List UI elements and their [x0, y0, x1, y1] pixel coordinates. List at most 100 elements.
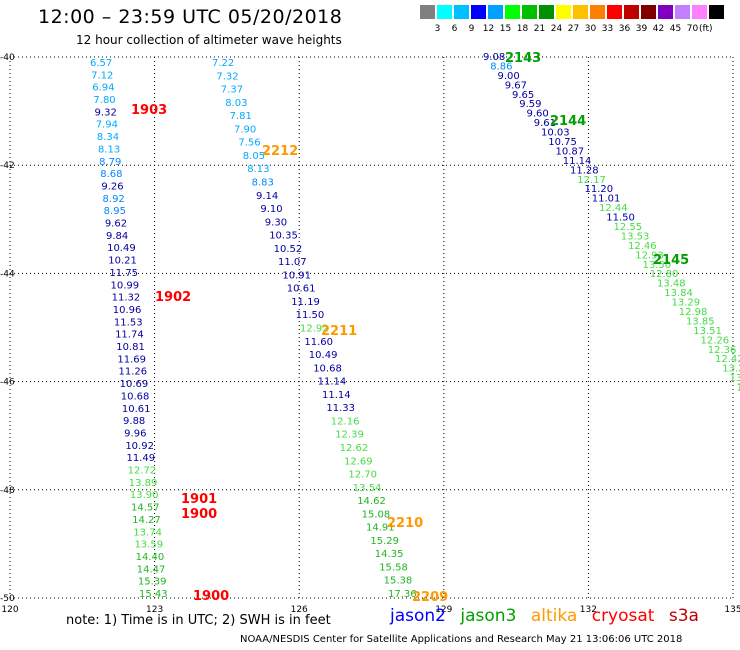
swh-value-label: 10.75	[548, 137, 577, 148]
swh-value-label: 15.49	[737, 383, 740, 394]
swh-value-label: 10.87	[556, 146, 585, 157]
legend-swatch	[607, 5, 622, 19]
swh-value-label: 12.39	[335, 430, 364, 441]
legend-label: 70	[686, 24, 699, 34]
swh-value-label: 9.62	[105, 219, 127, 230]
swh-value-label: 14.91	[366, 523, 395, 534]
swh-value-label: 11.19	[291, 297, 320, 308]
legend-label: 39	[635, 24, 648, 34]
swh-value-label: 11.14	[322, 390, 351, 401]
satellite-label-altika: altika	[530, 606, 578, 626]
swh-value-label: 10.68	[121, 391, 150, 402]
swh-value-label: 13.29	[672, 298, 701, 309]
swh-value-label: 10.96	[113, 305, 142, 316]
swh-value-label: 11.53	[114, 317, 143, 328]
swh-value-label: 9.84	[106, 231, 128, 242]
swh-value-label: 14.47	[137, 564, 166, 575]
swh-value-label: 9.00	[498, 71, 520, 82]
swh-value-label: 11.60	[304, 337, 333, 348]
y-tick-label: -46	[0, 378, 15, 388]
swh-value-label: 8.03	[225, 98, 247, 109]
swh-value-label: 12.44	[599, 203, 628, 214]
satellite-label-s3a: s3a	[668, 606, 699, 626]
swh-value-label: 10.21	[108, 256, 137, 267]
swh-value-label: 7.90	[234, 124, 256, 135]
legend-label: 45	[669, 24, 682, 34]
swh-value-label: 15.08	[362, 509, 391, 520]
y-tick-label: -40	[0, 53, 15, 63]
swh-value-label: 10.52	[274, 244, 303, 255]
legend-swatch	[556, 5, 571, 19]
legend-label: 15	[499, 24, 512, 34]
legend-unit: (ft)	[699, 24, 713, 34]
legend-swatch	[454, 5, 469, 19]
legend-label: 6	[451, 24, 458, 34]
swh-value-label: 13.89	[129, 478, 158, 489]
satellite-legend: jason2 jason3 altika cryosat s3a	[390, 606, 708, 626]
swh-value-label: 11.50	[296, 310, 325, 321]
legend-label: 18	[516, 24, 529, 34]
footer-credit: NOAA/NESDIS Center for Satellite Applica…	[240, 634, 683, 645]
pass-id-label: 2144	[550, 114, 586, 129]
y-tick-label: -48	[0, 486, 15, 496]
swh-value-label: 9.10	[260, 204, 282, 215]
swh-value-label: 12.17	[577, 175, 606, 186]
swh-value-label: 12.26	[701, 335, 730, 346]
page-title: 12:00 – 23:59 UTC 05/20/2018	[38, 6, 343, 28]
swh-value-label: 9.26	[101, 181, 123, 192]
pass-id-label: 2145	[653, 253, 689, 268]
swh-value-label: 12.93	[635, 250, 664, 261]
pass-id-label: 2143	[505, 51, 541, 66]
swh-value-label: 7.81	[230, 111, 252, 122]
swh-value-label: 10.61	[287, 284, 316, 295]
swh-value-label: 10.92	[125, 441, 154, 452]
pass-id-label: 2212	[262, 144, 298, 159]
x-tick-label: 135	[724, 605, 740, 615]
pass-id-label: 2209	[412, 590, 448, 605]
pass-id-label: 1901	[181, 492, 217, 507]
swh-value-label: 11.32	[112, 293, 141, 304]
swh-value-label: 11.01	[592, 194, 621, 205]
swh-value-label: 12.80	[650, 269, 679, 280]
swh-value-label: 14.57	[131, 503, 160, 514]
swh-value-label: 13.48	[657, 279, 686, 290]
swh-value-label: 11.14	[318, 377, 347, 388]
pass-id-label: 1902	[155, 290, 191, 305]
swh-value-label: 12.36	[708, 345, 737, 356]
swh-value-label: 12.42	[715, 354, 740, 365]
swh-value-label: 12.98	[679, 307, 708, 318]
swh-value-label: 8.79	[99, 157, 121, 168]
x-tick-label: 129	[435, 605, 452, 615]
x-tick-label: 126	[291, 605, 308, 615]
swh-value-label: 9.67	[505, 80, 527, 91]
legend-label: 24	[550, 24, 563, 34]
legend-swatch	[539, 5, 554, 19]
wave-height-points: 6.577.126.947.809.327.948.348.138.798.68…	[90, 52, 740, 600]
swh-value-label: 9.14	[256, 191, 278, 202]
swh-value-label: 11.20	[585, 184, 614, 195]
swh-value-label: 7.32	[216, 71, 238, 82]
pass-id-label: 1900	[193, 589, 229, 604]
x-tick-label: 132	[580, 605, 597, 615]
legend-swatch	[437, 5, 452, 19]
swh-value-label: 13.49	[730, 373, 740, 384]
swh-value-label: 10.03	[541, 128, 570, 139]
swh-value-label: 10.61	[122, 404, 151, 415]
legend-label: 12	[482, 24, 495, 34]
y-tick-label: -44	[0, 269, 15, 279]
swh-value-label: 14.62	[357, 496, 386, 507]
legend-label: 33	[601, 24, 614, 34]
swh-value-label: 12.55	[614, 222, 643, 233]
swh-value-label: 10.99	[111, 280, 140, 291]
swh-value-label: 6.94	[92, 83, 114, 94]
swh-value-label: 8.05	[243, 151, 265, 162]
swh-value-label: 12.92	[300, 324, 329, 335]
swh-value-label: 7.94	[96, 120, 118, 131]
swh-value-label: 11.69	[117, 354, 146, 365]
swh-value-label: 15.43	[139, 589, 168, 600]
swh-value-label: 11.75	[109, 268, 138, 279]
pass-id-label: 1903	[131, 103, 167, 118]
swh-value-label: 10.69	[120, 379, 149, 390]
swh-value-label: 8.83	[252, 177, 274, 188]
swh-value-label: 17.36	[388, 589, 417, 600]
